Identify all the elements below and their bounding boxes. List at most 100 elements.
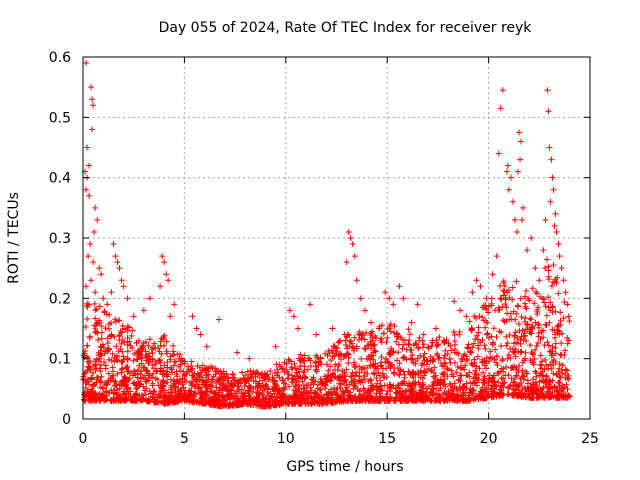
data-point: [507, 355, 514, 362]
data-point: [543, 312, 550, 319]
data-point: [345, 228, 352, 235]
data-point: [421, 368, 428, 375]
data-point: [536, 277, 543, 284]
data-point: [518, 313, 525, 320]
data-point: [380, 330, 387, 337]
data-point: [512, 329, 519, 336]
data-point: [494, 370, 501, 377]
data-point: [86, 162, 93, 169]
data-point: [518, 138, 525, 145]
data-point: [499, 356, 506, 363]
data-point: [100, 344, 107, 351]
data-point: [408, 356, 415, 363]
data-point: [513, 278, 520, 285]
data-point: [88, 84, 95, 91]
data-point: [524, 247, 531, 254]
data-point: [406, 331, 413, 338]
data-point: [540, 334, 547, 341]
data-point: [448, 347, 455, 354]
data-point: [393, 338, 400, 345]
data-point: [544, 339, 551, 346]
data-point: [399, 345, 406, 352]
data-point: [432, 325, 439, 332]
data-point: [87, 241, 94, 248]
data-point: [538, 361, 545, 368]
data-point: [381, 382, 388, 389]
data-point: [290, 313, 297, 320]
data-point: [416, 334, 423, 341]
data-point: [437, 359, 444, 366]
data-point: [246, 355, 253, 362]
data-point: [565, 313, 572, 320]
data-point: [552, 345, 559, 352]
data-point: [451, 298, 458, 305]
data-point: [98, 335, 105, 342]
data-point: [503, 304, 510, 311]
data-point: [328, 357, 335, 364]
data-point: [515, 168, 522, 175]
data-point: [294, 325, 301, 332]
data-point: [564, 340, 571, 347]
data-point: [108, 289, 115, 296]
data-point: [329, 325, 336, 332]
data-point: [384, 334, 391, 341]
data-point: [550, 262, 557, 269]
data-point: [523, 337, 530, 344]
data-point: [523, 287, 530, 294]
data-point: [349, 241, 356, 248]
data-point: [502, 300, 509, 307]
data-point: [434, 341, 441, 348]
data-point: [89, 96, 96, 103]
data-point: [189, 365, 196, 372]
data-point: [395, 349, 402, 356]
data-point: [562, 347, 569, 354]
data-point: [527, 342, 534, 349]
data-point: [555, 290, 562, 297]
data-point: [420, 354, 427, 361]
data-point: [519, 359, 526, 366]
data-point: [447, 359, 454, 366]
data-point: [561, 352, 568, 359]
data-point: [470, 340, 477, 347]
data-point: [280, 366, 287, 373]
data-point: [371, 341, 378, 348]
data-point: [165, 277, 172, 284]
data-point: [493, 253, 500, 260]
data-point: [345, 360, 352, 367]
data-point: [100, 295, 107, 302]
data-point: [108, 332, 115, 339]
data-point: [89, 126, 96, 133]
data-point: [558, 265, 565, 272]
data-point: [396, 372, 403, 379]
data-point: [562, 366, 569, 373]
data-point: [420, 341, 427, 348]
data-point: [286, 307, 293, 314]
data-point: [465, 341, 472, 348]
data-point: [504, 162, 511, 169]
data-point: [548, 283, 555, 290]
data-point: [397, 366, 404, 373]
data-point: [312, 390, 319, 397]
data-point: [157, 283, 164, 290]
data-point: [93, 306, 100, 313]
data-point: [559, 362, 566, 369]
data-point: [473, 277, 480, 284]
y-tick-label: 0.4: [49, 171, 71, 187]
data-point: [548, 156, 555, 163]
data-point: [467, 349, 474, 356]
data-point: [483, 295, 490, 302]
y-tick-label: 0: [62, 412, 71, 428]
data-point: [557, 309, 564, 316]
data-point: [402, 337, 409, 344]
data-point: [106, 325, 113, 332]
data-point: [116, 317, 123, 324]
data-point: [541, 342, 548, 349]
data-point: [509, 198, 516, 205]
data-point: [382, 289, 389, 296]
data-point: [450, 328, 457, 335]
data-point: [161, 259, 168, 266]
data-point: [112, 253, 119, 260]
data-point: [419, 337, 426, 344]
data-point: [551, 222, 558, 229]
